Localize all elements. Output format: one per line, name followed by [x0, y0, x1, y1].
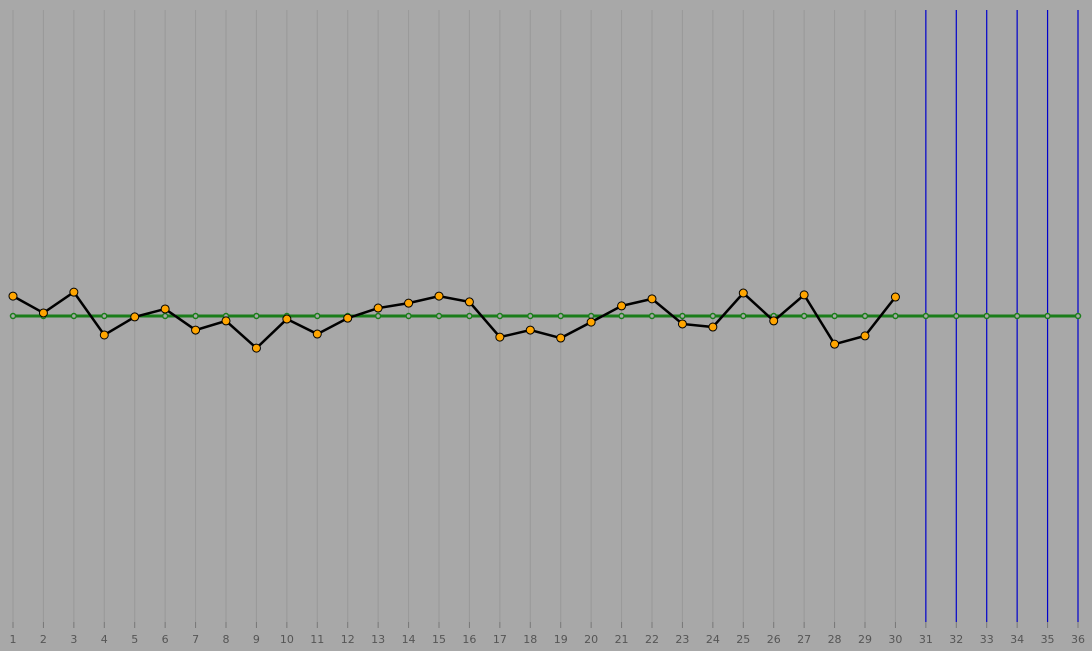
x-tick-label: 20 — [584, 633, 598, 646]
point-marker — [617, 301, 627, 311]
point-marker — [38, 308, 48, 318]
point-marker — [679, 312, 686, 320]
point-marker — [191, 325, 201, 335]
x-tick-label: 4 — [101, 633, 108, 646]
x-tick-label: 30 — [888, 633, 902, 646]
point-marker — [160, 304, 170, 314]
point-marker — [496, 312, 504, 320]
point-marker — [708, 322, 718, 332]
x-tick-label: 32 — [949, 633, 963, 646]
point-marker — [557, 312, 564, 320]
x-tick-label: 2 — [40, 633, 47, 646]
point-marker — [740, 312, 747, 320]
point-marker — [314, 312, 321, 320]
point-marker — [464, 297, 474, 307]
x-tick-label: 34 — [1010, 633, 1024, 646]
point-marker — [101, 312, 108, 320]
point-marker — [70, 312, 78, 320]
x-tick-label: 10 — [280, 633, 294, 646]
x-tick-label: 25 — [736, 633, 750, 646]
x-tick-label: 11 — [310, 633, 324, 646]
point-marker — [312, 329, 322, 339]
x-tick-label: 9 — [253, 633, 260, 646]
x-tick-label: 28 — [828, 633, 842, 646]
point-marker — [343, 313, 353, 323]
x-tick-label: 5 — [131, 633, 138, 646]
point-marker — [860, 331, 870, 341]
point-marker — [8, 291, 18, 301]
x-tick-label: 36 — [1071, 633, 1085, 646]
point-marker — [282, 314, 292, 324]
x-tick-label: 8 — [223, 633, 230, 646]
x-tick-label: 17 — [493, 633, 507, 646]
point-marker — [251, 343, 261, 353]
point-marker — [618, 312, 625, 320]
x-tick-label: 26 — [767, 633, 781, 646]
point-marker — [253, 312, 260, 320]
point-marker — [892, 312, 899, 320]
point-marker — [677, 319, 687, 329]
x-tick-label: 31 — [919, 633, 933, 646]
point-marker — [434, 291, 444, 301]
point-marker — [831, 312, 838, 320]
point-marker — [1074, 312, 1082, 320]
point-marker — [405, 312, 412, 320]
point-marker — [404, 298, 414, 308]
point-marker — [495, 332, 505, 342]
point-marker — [525, 325, 535, 335]
point-marker — [830, 339, 840, 349]
point-marker — [99, 330, 109, 340]
point-marker — [648, 312, 656, 320]
point-marker — [556, 333, 566, 343]
point-marker — [161, 312, 169, 320]
x-tick-label: 14 — [402, 633, 416, 646]
x-tick-label: 15 — [432, 633, 446, 646]
x-tick-label: 29 — [858, 633, 872, 646]
point-marker — [466, 312, 473, 320]
x-tick-label: 6 — [162, 633, 169, 646]
point-marker — [647, 294, 657, 304]
point-marker — [953, 312, 960, 320]
x-tick-label: 12 — [341, 633, 355, 646]
point-marker — [69, 287, 79, 297]
point-marker — [922, 312, 930, 320]
x-tick-label: 7 — [192, 633, 199, 646]
x-tick-label: 22 — [645, 633, 659, 646]
point-marker — [373, 303, 383, 313]
point-marker — [983, 312, 990, 320]
point-marker — [738, 288, 748, 298]
point-marker — [709, 312, 717, 320]
point-marker — [1013, 312, 1021, 320]
point-marker — [435, 312, 443, 320]
point-marker — [527, 312, 534, 320]
point-marker — [586, 317, 596, 327]
x-tick-label: 19 — [554, 633, 568, 646]
point-marker — [799, 290, 809, 300]
x-tick-label: 35 — [1041, 633, 1055, 646]
x-tick-label: 1 — [10, 633, 17, 646]
point-marker — [1044, 312, 1051, 320]
point-marker — [769, 316, 779, 326]
x-tick-label: 27 — [797, 633, 811, 646]
point-marker — [890, 292, 900, 302]
point-marker — [861, 312, 869, 320]
x-tick-label: 23 — [675, 633, 689, 646]
point-marker — [192, 312, 199, 320]
series-line — [12, 290, 897, 350]
point-marker — [130, 312, 140, 322]
x-tick-label: 21 — [615, 633, 629, 646]
point-marker — [374, 312, 382, 320]
x-tick-label: 13 — [371, 633, 385, 646]
x-tick-label: 24 — [706, 633, 720, 646]
x-tick-label: 33 — [980, 633, 994, 646]
x-tick-label: 3 — [70, 633, 77, 646]
x-tick-label: 18 — [523, 633, 537, 646]
point-marker — [221, 316, 231, 326]
point-marker — [800, 312, 808, 320]
point-marker — [9, 312, 17, 320]
x-tick-label: 16 — [462, 633, 476, 646]
